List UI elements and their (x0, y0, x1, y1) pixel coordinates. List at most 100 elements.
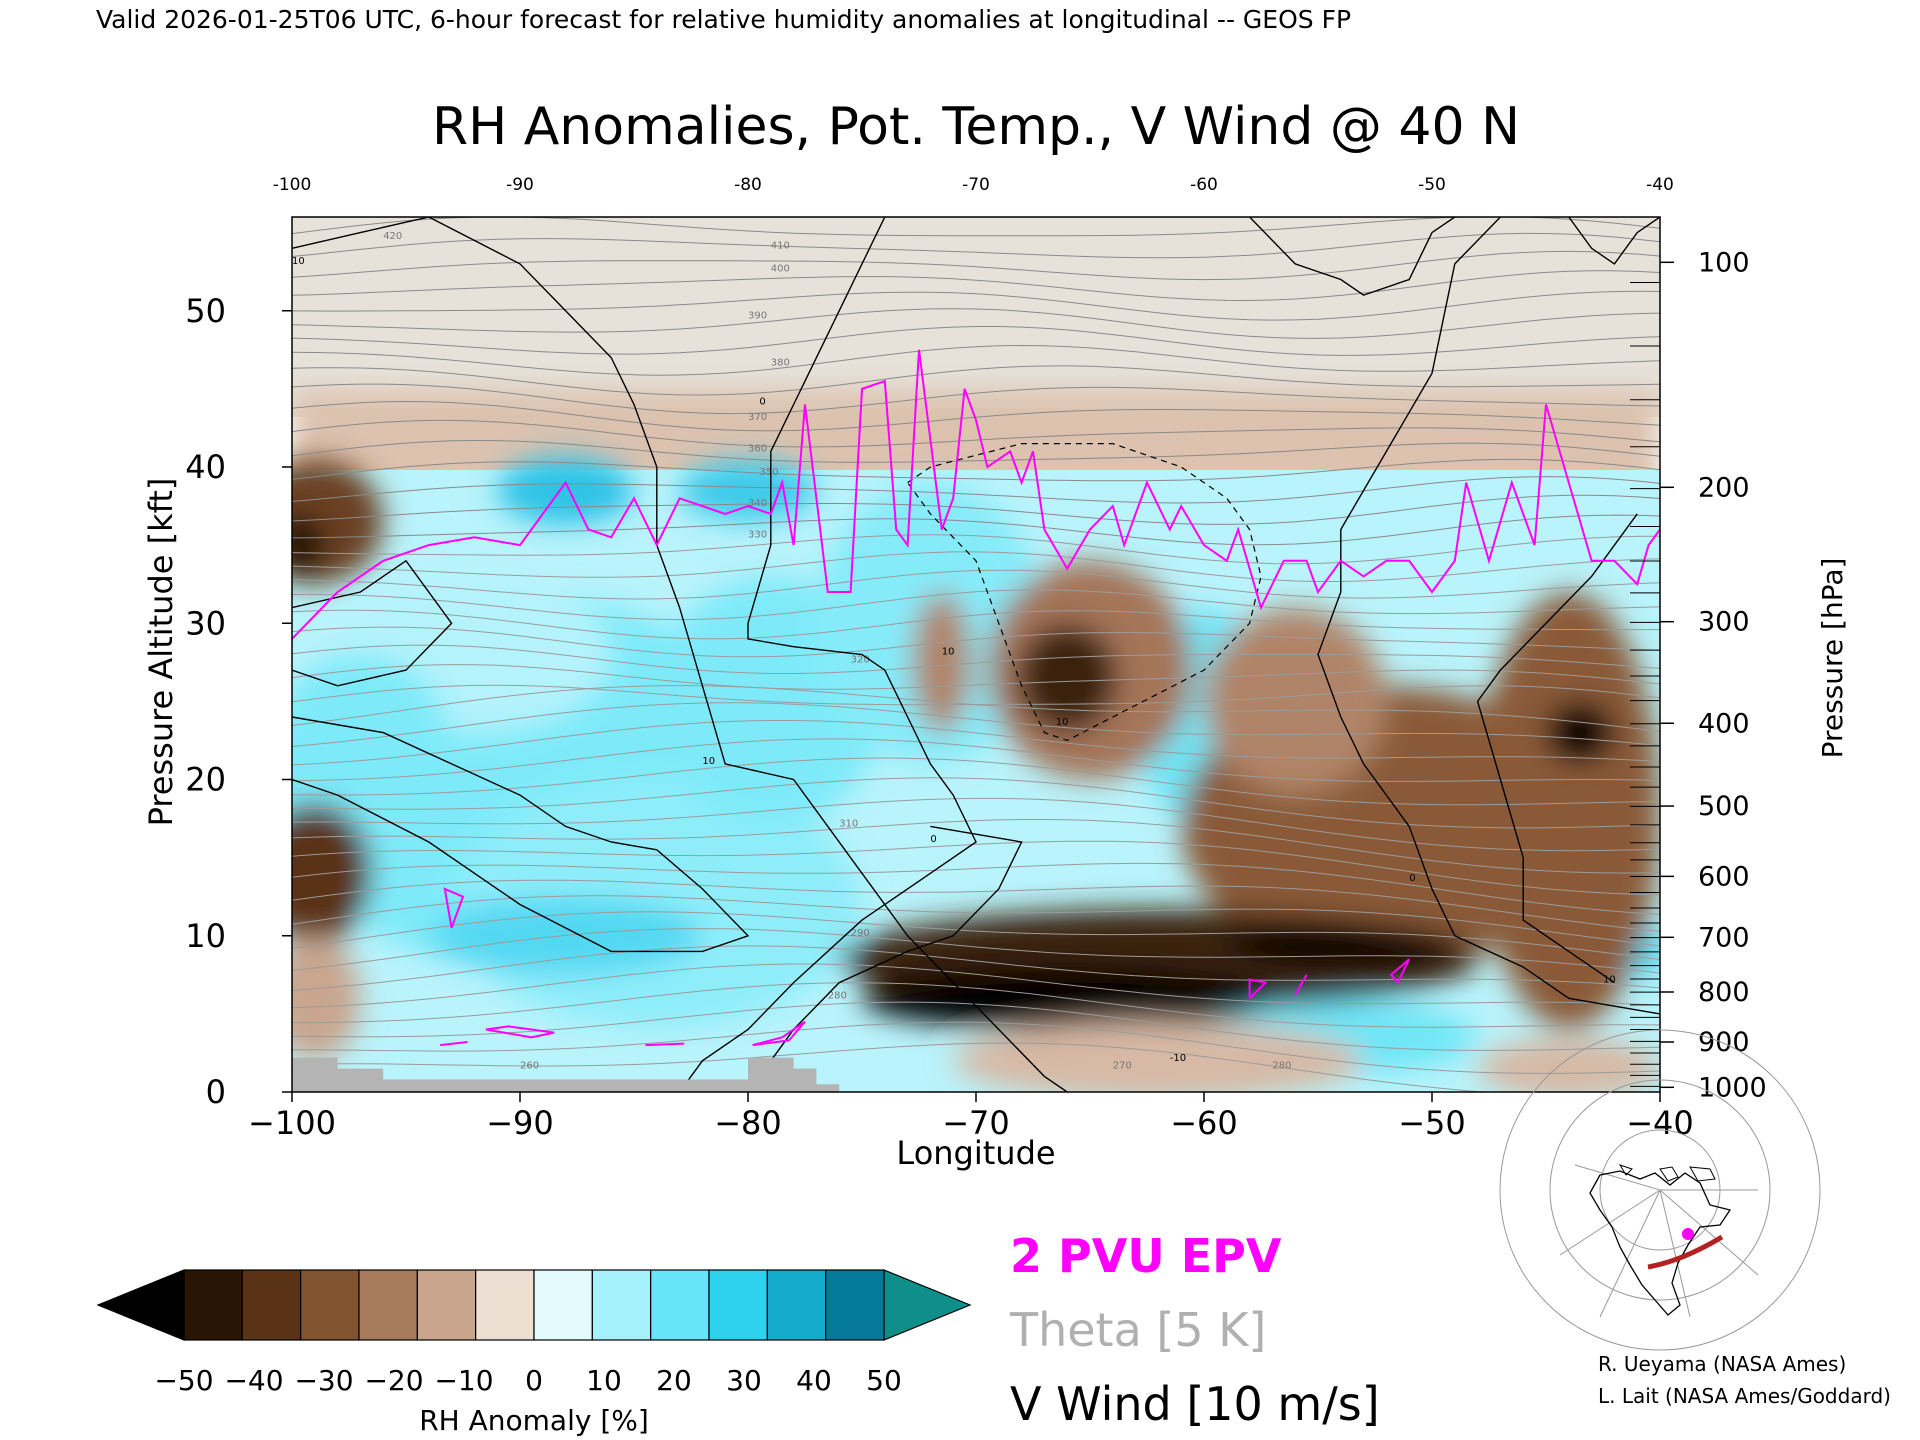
theta-contour (292, 757, 1660, 806)
upper-stratosphere-band (292, 217, 1660, 417)
top-tick-label: -40 (1646, 175, 1674, 195)
x-tick-label: −90 (486, 1104, 554, 1142)
rh-anomaly-region (953, 1021, 1364, 1092)
v-wind-contour (679, 217, 977, 1092)
credit-line1: R. Ueyama (NASA Ames) (1598, 1352, 1846, 1376)
theta-contour (292, 911, 1660, 960)
theta-contour (292, 419, 1660, 448)
v-wind-contour-label: 10 (1056, 717, 1069, 728)
colorbar-tick-label: −10 (434, 1364, 493, 1397)
epv-2pvu-contour (440, 1041, 468, 1047)
rh-anomaly-region (1546, 701, 1615, 764)
theta-contour (292, 702, 1660, 747)
theta-contour (292, 383, 1660, 415)
theta-contour (292, 879, 1660, 932)
epv-2pvu-contour (1248, 978, 1268, 1000)
v-wind-contour (1317, 217, 1660, 1015)
top-tick-label: -100 (273, 175, 312, 195)
theta-contour-label: 380 (771, 357, 790, 368)
y2-axis-label: Pressure [hPa] (1816, 558, 1849, 759)
theta-contour (292, 290, 1660, 321)
theta-contour (292, 494, 1660, 525)
theta-contour (292, 458, 1660, 482)
epv-2pvu-contour (443, 887, 465, 929)
pressure-tick-label: 200 (1698, 472, 1750, 503)
v-wind-contour-label: 0 (1409, 873, 1415, 884)
pressure-tick-label: 800 (1698, 977, 1750, 1008)
v-wind-contour (1249, 217, 1456, 296)
theta-contour (292, 232, 1660, 259)
rh-anomaly-region (1204, 607, 1387, 796)
theta-contour (292, 326, 1660, 356)
top-tick-label: -80 (734, 175, 762, 195)
theta-contour-label: 370 (748, 412, 767, 423)
theta-contour-label: 330 (748, 529, 767, 540)
theta-contour (292, 777, 1660, 829)
v-wind-contour (1476, 513, 1638, 984)
theta-contour (292, 308, 1660, 339)
epv-2pvu-contour (1294, 974, 1308, 996)
rh-anomaly-region (292, 513, 324, 577)
v-wind-contour (770, 825, 1023, 1062)
y-tick-label: 20 (185, 761, 226, 799)
x-tick-label: −100 (248, 1104, 336, 1142)
rh-anomaly-region (1226, 923, 1455, 964)
colorbar-swatch (183, 1269, 243, 1341)
colorbar-over-arrow (883, 1269, 972, 1341)
theta-contour (292, 819, 1660, 874)
v-wind-contour (292, 559, 453, 687)
theta-contour (292, 514, 1660, 546)
colorbar-tick-label: 40 (796, 1364, 832, 1397)
track-marker (1682, 1228, 1694, 1240)
rh-anomaly-region (292, 935, 361, 1061)
theta-contour-label: 350 (759, 467, 778, 478)
theta-contour-label: 280 (828, 990, 847, 1001)
pressure-tick-label: 700 (1698, 922, 1750, 953)
v-wind-contour-label: 0 (759, 397, 765, 408)
x-tick-label: −60 (1170, 1104, 1238, 1142)
pressure-tick-label: 400 (1698, 708, 1750, 739)
theta-contour (292, 738, 1660, 782)
theta-contour (292, 365, 1660, 396)
theta-contour (292, 609, 1660, 640)
theta-contour (292, 720, 1660, 766)
credit-line2: L. Lait (NASA Ames/Goddard) (1598, 1384, 1891, 1408)
colorbar-tick-label: −30 (294, 1364, 353, 1397)
colorbar-swatch (300, 1269, 360, 1341)
theta-contour-label: 310 (839, 818, 858, 829)
epv-2pvu-contour (485, 1025, 555, 1039)
theta-contour (292, 534, 1660, 565)
rh-anomaly-region (679, 459, 817, 522)
theta-contour (292, 684, 1660, 706)
theta-contour-label: 320 (851, 654, 870, 665)
colorbar-tick-label: −50 (154, 1364, 213, 1397)
theta-contour (292, 928, 1660, 974)
x-tick-label: −40 (1626, 1104, 1694, 1142)
theta-contour (292, 963, 1660, 1009)
colorbar-tick-label: 10 (586, 1364, 622, 1397)
theta-contour (292, 797, 1660, 852)
pressure-tick-label: 300 (1698, 607, 1750, 638)
epv-2pvu-contour (292, 349, 1660, 640)
locator-map (1499, 1029, 1821, 1351)
top-tick-label: -90 (506, 175, 534, 195)
theta-contour-label: 410 (771, 240, 790, 251)
theta-contour (292, 1021, 1660, 1074)
theta-contour-label: 260 (520, 1061, 539, 1072)
colorbar-swatch (825, 1269, 885, 1341)
theta-contour-label: 270 (1113, 1061, 1132, 1072)
colorbar-swatch (591, 1269, 652, 1341)
theta-contour (292, 664, 1660, 690)
v-wind-contour (428, 217, 1068, 1092)
theta-contour (292, 270, 1660, 302)
theta-contour-label: 390 (748, 311, 767, 322)
theta-contour (292, 644, 1660, 674)
colorbar-tick-label: 50 (866, 1364, 902, 1397)
rh-anomaly-region (912, 592, 972, 733)
colorbar-under-arrow (96, 1269, 185, 1341)
y-tick-label: 50 (185, 292, 226, 330)
theta-contour-label: 280 (1272, 1061, 1291, 1072)
colorbar-swatch (533, 1269, 593, 1341)
theta-contour (292, 476, 1660, 504)
